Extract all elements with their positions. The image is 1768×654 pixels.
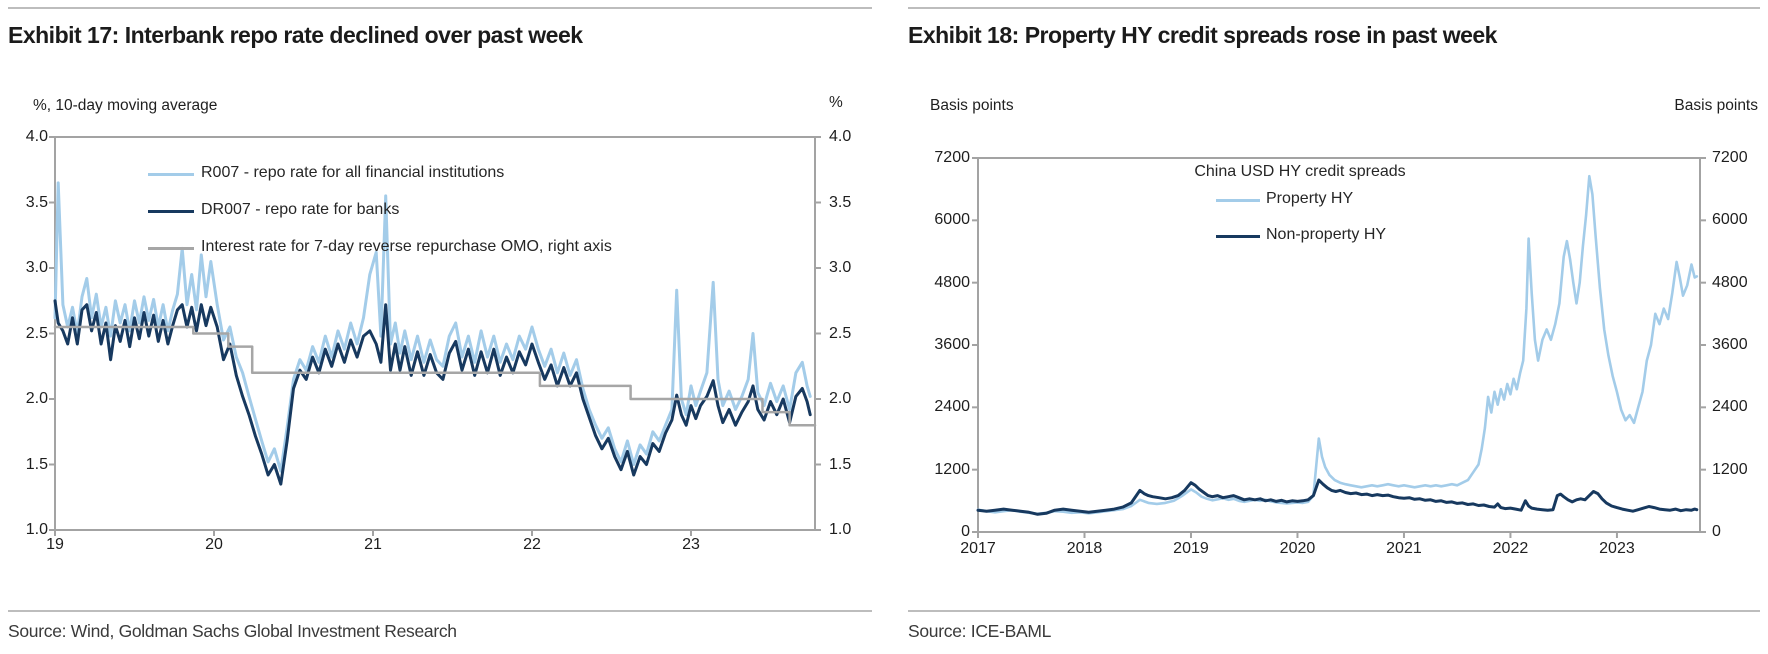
x-axis-tick-label: 2017: [960, 540, 996, 557]
plot-svg: [972, 157, 1706, 538]
legend-line-swatch: [148, 247, 194, 250]
repo-rate-chart: 4.0 4.0 3.5 3.5 3.0 3.0 2.5 2.5 2.0 2.0 1.5 1.5 1.0 1…: [0, 0, 880, 654]
credit-spreads-chart: 7200 7200 6000 6000 4800 4800 3600 3600 2400 2400…: [900, 0, 1768, 654]
y-axis-tick-label: 7200: [1712, 149, 1748, 166]
legend-line-swatch: [1216, 235, 1260, 238]
exhibit-18-source: Source: ICE-BAML: [908, 621, 1052, 641]
top-rule: [8, 7, 872, 9]
y-axis-tick-label: 2400: [934, 398, 970, 416]
y-axis-tick-label: 2.5: [829, 324, 852, 342]
legend-label: Property HY: [1266, 190, 1354, 207]
x-axis-tick-label: 22: [523, 536, 541, 553]
y-axis-tick-label: 3.0: [25, 259, 48, 276]
y-axis-tick-label: 1.5: [829, 455, 852, 473]
y-axis-tick-label: 2.0: [829, 390, 852, 407]
x-axis-tick-label: 2020: [1279, 540, 1316, 557]
y-axis-tick-label: 4800: [1712, 273, 1748, 291]
y-axis-tick-label: 3.0: [829, 259, 852, 276]
y-axis-tick-label: 2.5: [25, 324, 48, 342]
y-axis-tick-label: 6000: [934, 211, 970, 229]
right-axis-unit-label: Basis points: [1674, 97, 1758, 114]
x-axis-tick-label: 2018: [1066, 540, 1103, 557]
y-axis-tick-label: 0: [1712, 523, 1721, 540]
y-axis-tick-label: 6000: [1712, 211, 1748, 229]
x-axis-tick-label: 2022: [1492, 540, 1529, 557]
legend-label: R007 - repo rate for all financial insti…: [201, 164, 505, 181]
left-axis-unit-label: %, 10-day moving average: [33, 97, 218, 114]
top-rule: [908, 7, 1760, 9]
y-axis-tick-label: 7200: [934, 149, 970, 166]
x-axis-tick-label: 23: [682, 536, 700, 553]
legend-line-swatch: [1216, 199, 1260, 202]
y-axis-tick-label: 2400: [1712, 398, 1748, 416]
y-axis-tick-label: 3600: [934, 336, 970, 353]
legend-line-swatch: [148, 173, 194, 176]
y-axis-tick-label: 3.5: [25, 193, 48, 211]
x-axis-tick-label: 2023: [1599, 540, 1635, 557]
y-axis-tick-label: 4.0: [25, 128, 48, 145]
right-axis-unit-label: %: [829, 94, 843, 111]
property-hy-line: [976, 174, 1699, 516]
non-property-hy-line: [976, 478, 1699, 516]
y-axis-tick-label: 1.0: [25, 521, 48, 538]
x-axis-tick-label: 20: [205, 536, 223, 553]
y-axis-tick-label: 1200: [1712, 460, 1748, 478]
y-axis-tick-label: 3600: [1712, 336, 1748, 353]
legend-label: Interest rate for 7-day reverse repurcha…: [201, 238, 612, 255]
exhibit-17-title: Exhibit 17: Interbank repo rate declined…: [8, 22, 583, 48]
exhibit-17-panel: Exhibit 17: Interbank repo rate declined…: [0, 0, 880, 654]
exhibit-18-title: Exhibit 18: Property HY credit spreads r…: [908, 22, 1497, 48]
legend-label: Non-property HY: [1266, 226, 1387, 243]
y-axis-tick-label: 3.5: [829, 193, 852, 211]
legend-line-swatch: [148, 210, 194, 213]
interest-rate-for-7-day-reve-line: [53, 325, 817, 427]
x-axis-tick-label: 19: [46, 536, 64, 553]
plot-svg: [49, 136, 821, 536]
exhibit-17-source: Source: Wind, Goldman Sachs Global Inves…: [8, 621, 457, 641]
y-axis-tick-label: 1.0: [829, 521, 852, 538]
exhibit-18-panel: Exhibit 18: Property HY credit spreads r…: [900, 0, 1768, 654]
legend-label: DR007 - repo rate for banks: [201, 201, 400, 218]
bottom-rule: [908, 610, 1760, 612]
x-axis-tick-label: 2021: [1386, 540, 1422, 557]
x-axis-tick-label: 2019: [1173, 540, 1209, 557]
y-axis-tick-label: 1200: [934, 460, 970, 478]
y-axis-tick-label: 2.0: [25, 390, 48, 407]
left-axis-unit-label: Basis points: [930, 97, 1014, 114]
y-axis-tick-label: 4.0: [829, 128, 852, 145]
dr007-repo-rate-for-banks-line: [53, 299, 812, 486]
bottom-rule: [8, 610, 872, 612]
legend-title: China USD HY credit spreads: [1194, 163, 1406, 180]
y-axis-tick-label: 0: [961, 523, 970, 540]
y-axis-tick-label: 1.5: [25, 455, 48, 473]
x-axis-tick-label: 21: [364, 536, 382, 553]
y-axis-tick-label: 4800: [934, 273, 970, 291]
